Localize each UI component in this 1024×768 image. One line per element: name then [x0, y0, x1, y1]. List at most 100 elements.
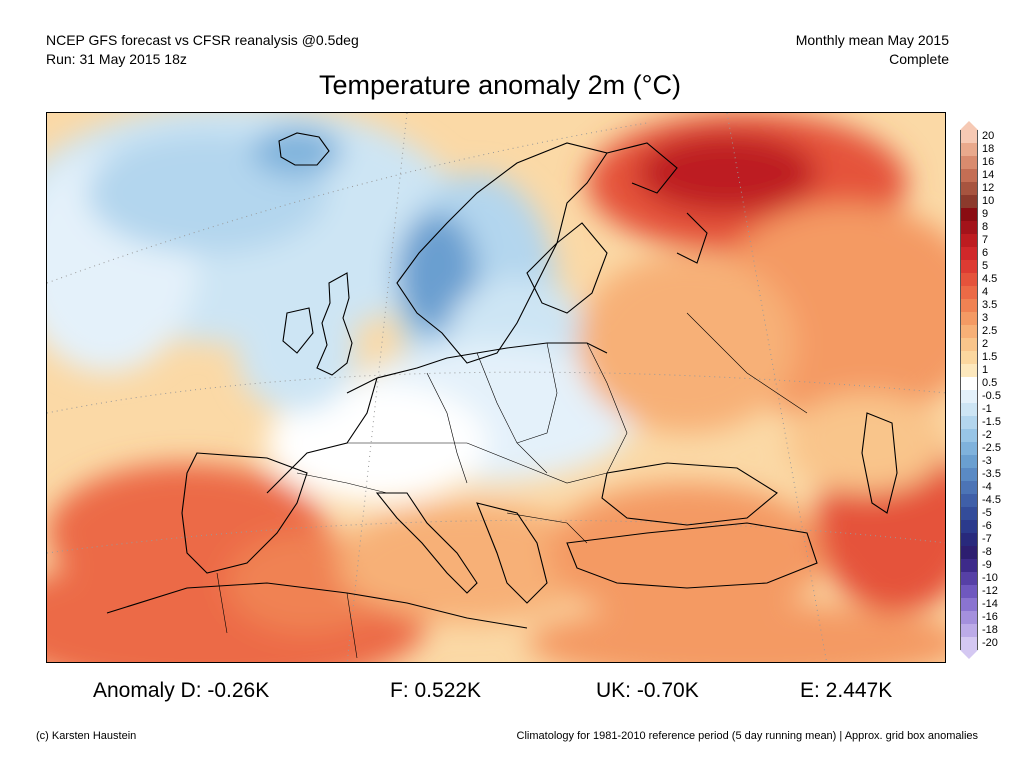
completion-status: Complete	[889, 51, 949, 67]
legend-swatch	[960, 468, 978, 481]
legend-label: -1.5	[982, 415, 1001, 428]
legend-swatch	[960, 455, 978, 468]
legend-swatch	[960, 481, 978, 494]
climatology-note: Climatology for 1981-2010 reference peri…	[516, 730, 978, 742]
legend-label: -16	[982, 610, 998, 623]
legend-swatch	[960, 520, 978, 533]
legend-swatch	[960, 390, 978, 403]
legend-label: -0.5	[982, 389, 1001, 402]
legend-label: -4.5	[982, 493, 1001, 506]
legend-swatch	[960, 299, 978, 312]
legend-label: 10	[982, 194, 995, 207]
borders	[216, 312, 808, 659]
legend-label: 9	[982, 207, 989, 220]
legend-label: -2.5	[982, 441, 1001, 454]
legend-label: -20	[982, 636, 998, 649]
legend-min-arrow	[960, 650, 978, 659]
anomaly-map[interactable]	[46, 112, 946, 663]
legend-swatch	[960, 143, 978, 156]
legend-swatch	[960, 260, 978, 273]
legend-label: 6	[982, 246, 989, 259]
legend-swatch	[960, 221, 978, 234]
stat-f: F: 0.522K	[390, 679, 482, 702]
legend-swatch	[960, 234, 978, 247]
header-right: Monthly mean May 2015 Complete	[796, 31, 949, 69]
legend-label: -6	[982, 519, 992, 532]
legend-label: 8	[982, 220, 989, 233]
legend-swatch	[960, 611, 978, 624]
legend-swatch	[960, 494, 978, 507]
legend-label: 1.5	[982, 350, 998, 363]
legend-label: 16	[982, 155, 995, 168]
legend-label: 4.5	[982, 272, 998, 285]
model-description: NCEP GFS forecast vs CFSR reanalysis @0.…	[46, 32, 359, 48]
map-title: Temperature anomaly 2m (°C)	[319, 70, 681, 100]
legend-swatch	[960, 351, 978, 364]
legend-label: 1	[982, 363, 989, 376]
legend-swatch	[960, 273, 978, 286]
legend-swatch	[960, 286, 978, 299]
legend-swatch	[960, 429, 978, 442]
stat-uk: UK: -0.70K	[596, 679, 699, 702]
legend-swatch	[960, 208, 978, 221]
legend-label: -14	[982, 597, 998, 610]
anomaly-map-graphic	[47, 113, 945, 662]
legend-swatch	[960, 338, 978, 351]
legend-swatch	[960, 442, 978, 455]
copyright: (c) Karsten Haustein	[36, 730, 137, 742]
legend-max-arrow	[960, 121, 978, 130]
legend-label: 18	[982, 142, 995, 155]
legend-label: 4	[982, 285, 989, 298]
legend-swatch	[960, 598, 978, 611]
legend-swatch	[960, 403, 978, 416]
stat-e: E: 2.447K	[800, 679, 893, 702]
legend-swatch	[960, 377, 978, 390]
legend-swatch	[960, 325, 978, 338]
run-time: Run: 31 May 2015 18z	[46, 51, 187, 67]
legend-label: -3.5	[982, 467, 1001, 480]
legend-label: 7	[982, 233, 989, 246]
color-legend: 20 18 16 14 12 10 9 8 7 6 5 4.5 4 3.5 3 2.5 2 1.5 1 0.5 -0.5…	[960, 121, 1001, 659]
legend-swatch	[960, 130, 978, 143]
legend-swatch	[960, 169, 978, 182]
legend-label: -10	[982, 571, 998, 584]
legend-label: -1	[982, 402, 992, 415]
legend-label: 3	[982, 311, 989, 324]
legend-swatch	[960, 559, 978, 572]
legend-label: 2.5	[982, 324, 998, 337]
graticule	[47, 113, 945, 662]
legend-label: -18	[982, 623, 998, 636]
region-stats: Anomaly D: -0.26K F: 0.522K UK: -0.70K E…	[0, 679, 1024, 709]
legend-label: 5	[982, 259, 989, 272]
header-left: NCEP GFS forecast vs CFSR reanalysis @0.…	[46, 31, 359, 69]
legend-label: 0.5	[982, 376, 998, 389]
legend-label: -2	[982, 428, 992, 441]
stat-anomaly-d: Anomaly D: -0.26K	[93, 679, 270, 702]
legend-label: -8	[982, 545, 992, 558]
legend-swatch	[960, 637, 978, 650]
legend-label: -12	[982, 584, 998, 597]
period-label: Monthly mean May 2015	[795, 32, 949, 48]
legend-swatch	[960, 312, 978, 325]
legend-label: 20	[982, 129, 995, 142]
legend-swatch	[960, 585, 978, 598]
legend-label: 3.5	[982, 298, 998, 311]
legend-label: -3	[982, 454, 992, 467]
legend-swatch	[960, 247, 978, 260]
legend-swatch	[960, 572, 978, 585]
anomaly-field	[47, 113, 945, 662]
legend-swatch	[960, 195, 978, 208]
legend-label: -4	[982, 480, 992, 493]
legend-label: -7	[982, 532, 992, 545]
legend-label: -5	[982, 506, 992, 519]
legend-swatch	[960, 416, 978, 429]
legend-label: -9	[982, 558, 992, 571]
legend-label: 14	[982, 168, 995, 181]
legend-swatch	[960, 533, 978, 546]
legend-swatch	[960, 156, 978, 169]
legend-swatch	[960, 364, 978, 377]
legend-swatch	[960, 507, 978, 520]
legend-label: 2	[982, 337, 989, 350]
legend-swatch	[960, 182, 978, 195]
legend-swatch	[960, 624, 978, 637]
